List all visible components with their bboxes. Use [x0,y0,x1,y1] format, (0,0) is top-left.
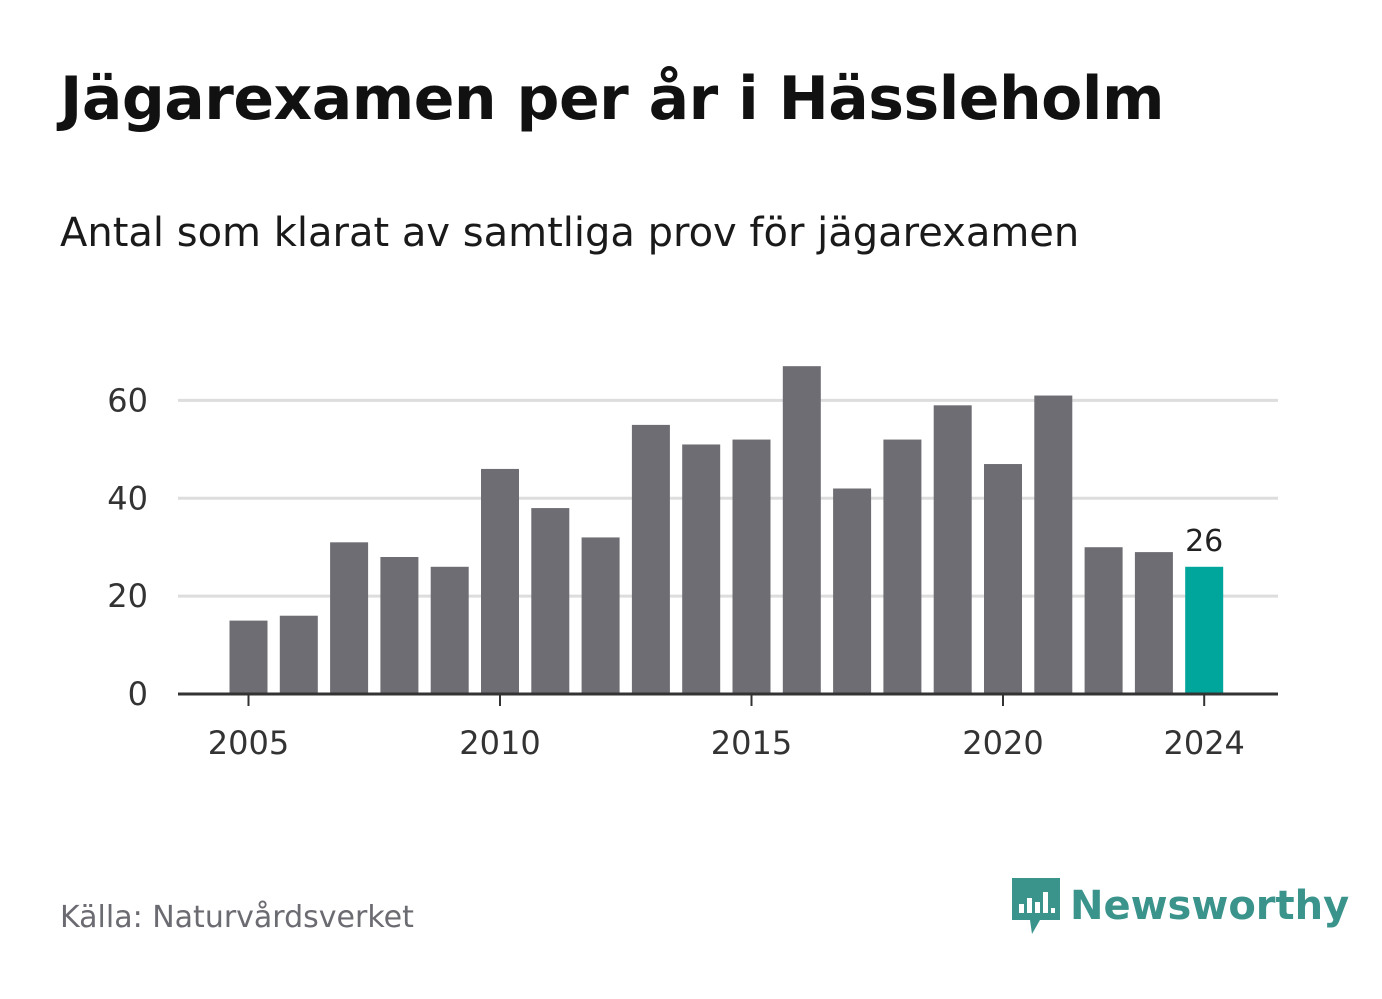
y-axis-labels: 0 20 40 60 [107,381,148,713]
y-tick-label-60: 60 [107,381,148,419]
x-axis-labels: 2005 2010 2015 2020 2024 [208,724,1245,762]
newsworthy-logo-icon [1012,878,1060,934]
brand-logo[interactable]: Newsworthy [1010,876,1349,936]
bar-2005 [229,620,268,694]
bar-2006 [279,615,318,694]
bar-2024 [1185,566,1224,694]
bar-2022 [1084,547,1123,694]
bar-2016 [782,366,821,694]
chart-subtitle: Antal som klarat av samtliga prov för jä… [60,210,1080,256]
bar-2008 [380,557,419,694]
bar-2020 [984,464,1022,694]
bar-chart: 0 20 40 60 26 2005 2010 2015 2020 2024 [107,366,1278,762]
y-tick-label-20: 20 [107,577,148,615]
chart-title: Jägarexamen per år i Hässleholm [60,64,1165,134]
bar-2010 [481,468,519,694]
bars [229,366,1224,694]
x-tick-label-2010: 2010 [459,724,540,762]
bar-2012 [581,537,620,694]
bar-2018 [883,439,922,694]
x-tick-label-2005: 2005 [208,724,289,762]
bar-2013 [631,424,670,694]
x-tick-label-2020: 2020 [962,724,1043,762]
x-axis [178,692,1278,706]
y-tick-label-40: 40 [107,479,148,517]
data-label-2024: 26 [1185,524,1223,559]
brand-name: Newsworthy [1070,883,1350,929]
bar-2023 [1134,552,1173,694]
data-labels: 26 [1185,524,1223,559]
source-note: Källa: Naturvårdsverket [60,900,414,935]
bar-2015 [732,439,771,694]
bar-2009 [430,566,469,694]
bar-2019 [933,405,972,694]
x-tick-label-2024: 2024 [1163,724,1244,762]
y-tick-label-0: 0 [128,675,148,713]
x-tick-label-2015: 2015 [711,724,792,762]
bar-2014 [682,444,721,694]
bar-2007 [330,542,369,694]
bar-2011 [531,508,570,694]
bar-2017 [833,488,872,694]
bar-2021 [1034,395,1073,694]
